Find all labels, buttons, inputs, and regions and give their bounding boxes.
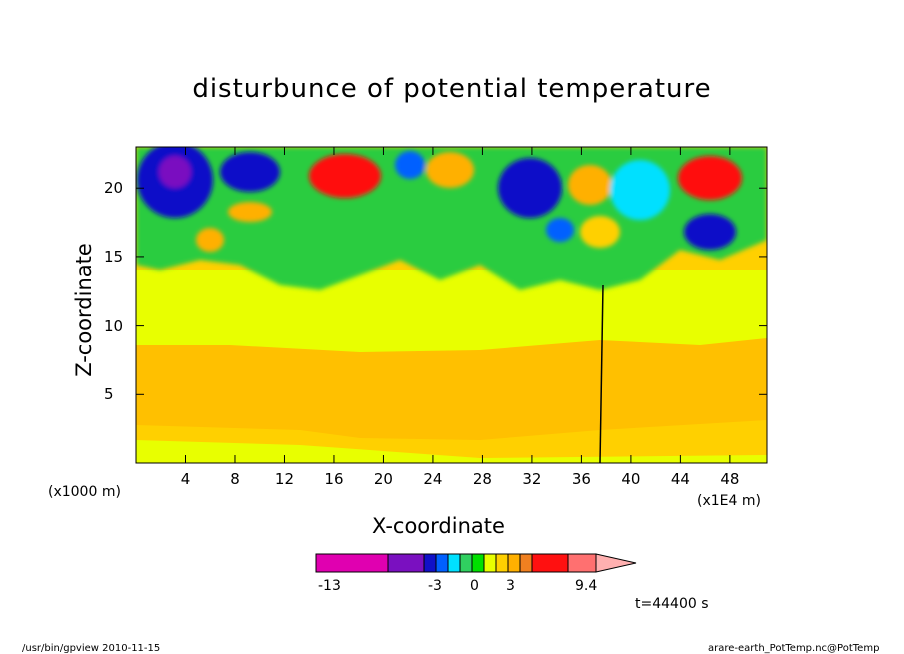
plot-frame bbox=[135, 146, 768, 464]
colorbar-arrow bbox=[595, 553, 637, 573]
upper-cells bbox=[137, 147, 742, 252]
chart-title: disturbunce of potential temperature bbox=[192, 74, 712, 104]
colorbar-swatch bbox=[447, 553, 461, 573]
colorbar bbox=[315, 553, 637, 573]
colorbar-swatch bbox=[387, 553, 425, 573]
x-tick-label: 36 bbox=[571, 470, 591, 488]
x-tick-label: 48 bbox=[720, 470, 740, 488]
colorbar-label: 0 bbox=[470, 578, 479, 594]
x-tick-label: 40 bbox=[621, 470, 641, 488]
x-tick-label: 16 bbox=[324, 470, 344, 488]
x-tick-label: 12 bbox=[274, 470, 295, 488]
y-tick-label: 20 bbox=[104, 179, 124, 198]
x-tick-label: 4 bbox=[180, 470, 191, 488]
y-tick-label: 5 bbox=[104, 385, 114, 404]
colorbar-label: 3 bbox=[506, 578, 515, 594]
x-tick-label: 28 bbox=[472, 470, 492, 488]
x-tick-label: 8 bbox=[230, 470, 240, 488]
colorbar-swatch bbox=[423, 553, 437, 573]
x-tick-label: 32 bbox=[522, 470, 542, 488]
y-axis-ticks bbox=[136, 187, 767, 395]
x-tick-label: 24 bbox=[423, 470, 443, 488]
colorbar-swatch bbox=[435, 553, 449, 573]
x-unit-label: (x1E4 m) bbox=[697, 493, 761, 509]
colorbar-swatch bbox=[315, 553, 389, 573]
colorbar-swatch bbox=[483, 553, 497, 573]
middle-yellow-layer bbox=[136, 270, 767, 352]
x-tick-label: 20 bbox=[373, 470, 393, 488]
lower-layer-band bbox=[136, 330, 767, 440]
y-tick-label: 15 bbox=[104, 247, 124, 266]
time-label: t=44400 s bbox=[635, 596, 709, 612]
footer-left: /usr/bin/gpview 2010-11-15 bbox=[22, 643, 161, 654]
y-tick-label: 10 bbox=[104, 316, 124, 335]
colorbar-swatch bbox=[495, 553, 509, 573]
x-axis-label: X-coordinate bbox=[372, 514, 505, 538]
colorbar-swatch bbox=[459, 553, 473, 573]
x-tick-label: 44 bbox=[670, 470, 690, 488]
colorbar-swatch bbox=[507, 553, 521, 573]
colorbar-swatch bbox=[567, 553, 597, 573]
colorbar-swatch bbox=[471, 553, 485, 573]
surface-yellow-layer bbox=[136, 440, 767, 463]
colorbar-swatch bbox=[531, 553, 569, 573]
y-axis-label: Z-coordinate bbox=[72, 243, 96, 377]
vertical-disturbance bbox=[599, 284, 604, 463]
colorbar-label: 9.4 bbox=[575, 578, 598, 594]
x-axis-ticks bbox=[184, 147, 731, 463]
footer-right: arare-earth_PotTemp.nc@PotTemp bbox=[708, 643, 880, 654]
heatmap-field bbox=[136, 147, 767, 463]
colorbar-swatch bbox=[519, 553, 533, 573]
y-unit-label: (x1000 m) bbox=[48, 484, 121, 500]
colorbar-label: -3 bbox=[428, 578, 442, 594]
colorbar-label: -13 bbox=[318, 578, 341, 594]
